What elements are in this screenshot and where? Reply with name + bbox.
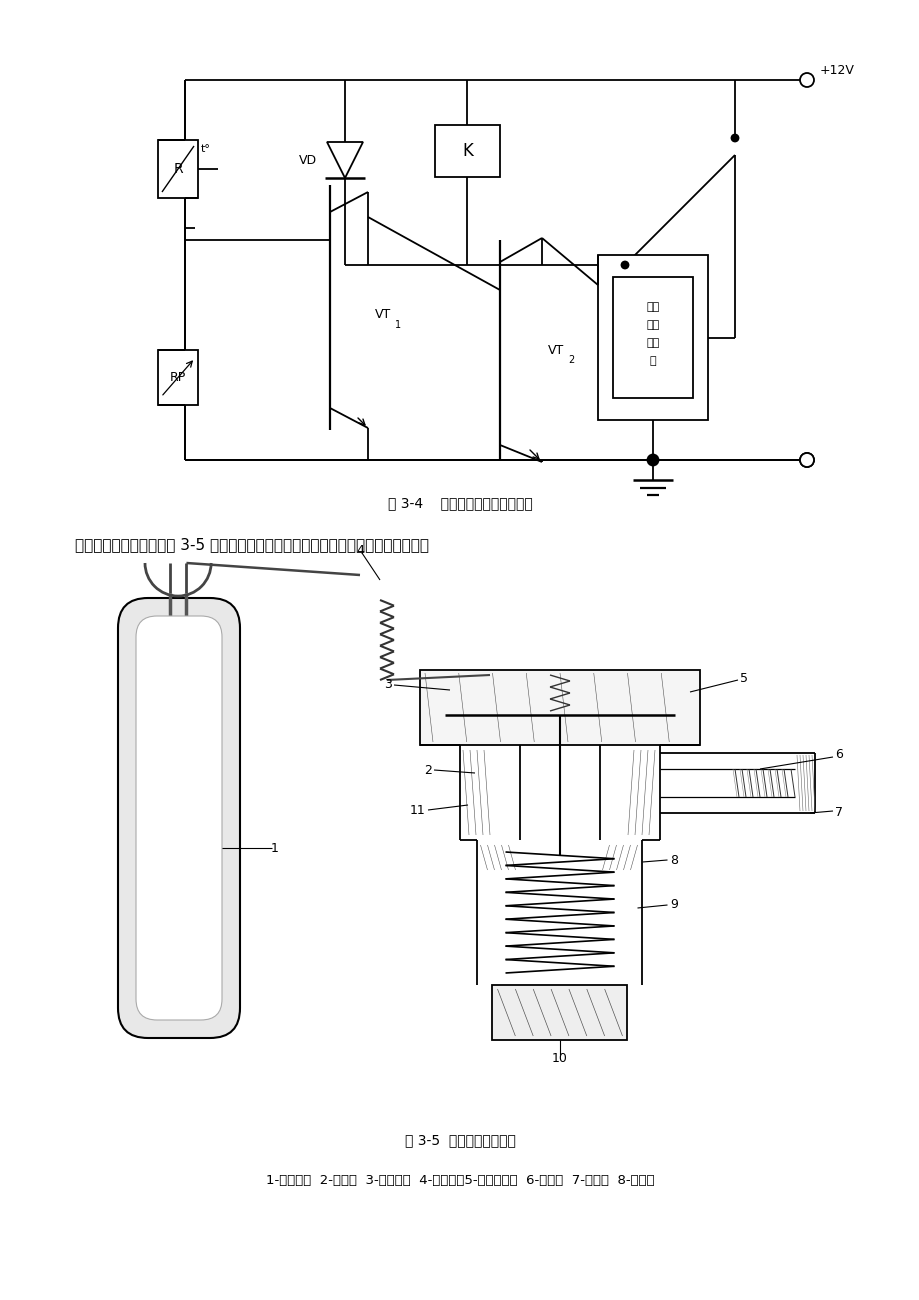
Text: 圈: 圈 (649, 356, 655, 367)
Text: VT: VT (375, 308, 391, 321)
Text: 1-感温包；  2-顶杆；  3-支承片；  4-毛细管；5-金属膜片；  6-滤网；  7-孔口；  8-阀心：: 1-感温包； 2-顶杆； 3-支承片； 4-毛细管；5-金属膜片； 6-滤网； … (266, 1174, 653, 1187)
Text: RP: RP (170, 370, 186, 383)
Bar (492, 985, 627, 1040)
Circle shape (800, 452, 813, 467)
Text: VD: VD (299, 153, 317, 166)
Circle shape (800, 73, 813, 87)
Text: R: R (173, 162, 183, 176)
Text: 2: 2 (424, 763, 432, 776)
Text: 11: 11 (409, 803, 425, 816)
Text: 10: 10 (551, 1052, 567, 1065)
Circle shape (800, 452, 813, 467)
Text: 图 3-5  内平衡膨胀阀结构: 图 3-5 内平衡膨胀阀结构 (404, 1134, 515, 1147)
Circle shape (647, 455, 658, 465)
Text: 器线: 器线 (646, 338, 659, 348)
Text: 6: 6 (834, 749, 842, 762)
Text: t°: t° (200, 144, 210, 153)
FancyBboxPatch shape (136, 616, 221, 1020)
Bar (435, 125, 499, 177)
Text: 电磁: 电磁 (646, 303, 659, 312)
Text: 2: 2 (567, 355, 573, 365)
Text: 4: 4 (356, 543, 364, 556)
Circle shape (731, 134, 738, 142)
Bar (420, 670, 699, 745)
Text: 1: 1 (394, 320, 401, 330)
Text: 9: 9 (670, 898, 677, 911)
Bar (158, 140, 198, 198)
FancyBboxPatch shape (118, 598, 240, 1037)
Text: 8: 8 (670, 854, 678, 867)
Text: 7: 7 (834, 806, 842, 819)
Bar (597, 255, 708, 420)
Bar (158, 350, 198, 406)
Text: 5: 5 (739, 672, 747, 685)
Text: +12V: +12V (819, 64, 854, 77)
Text: VT: VT (548, 343, 563, 356)
Text: 图 3-4    热敏式温度控制器原理图: 图 3-4 热敏式温度控制器原理图 (387, 497, 532, 510)
Polygon shape (326, 142, 363, 178)
Text: 1: 1 (271, 841, 278, 854)
Text: 离合: 离合 (646, 321, 659, 330)
Text: 内平衡膨胀阀的结构如图 3-5 所示。它由调节机构、感温系统和节流口几部分组成。: 内平衡膨胀阀的结构如图 3-5 所示。它由调节机构、感温系统和节流口几部分组成。 (75, 537, 428, 552)
Bar (612, 277, 692, 398)
Text: K: K (461, 142, 472, 160)
Text: 3: 3 (384, 679, 391, 692)
Circle shape (621, 261, 628, 269)
